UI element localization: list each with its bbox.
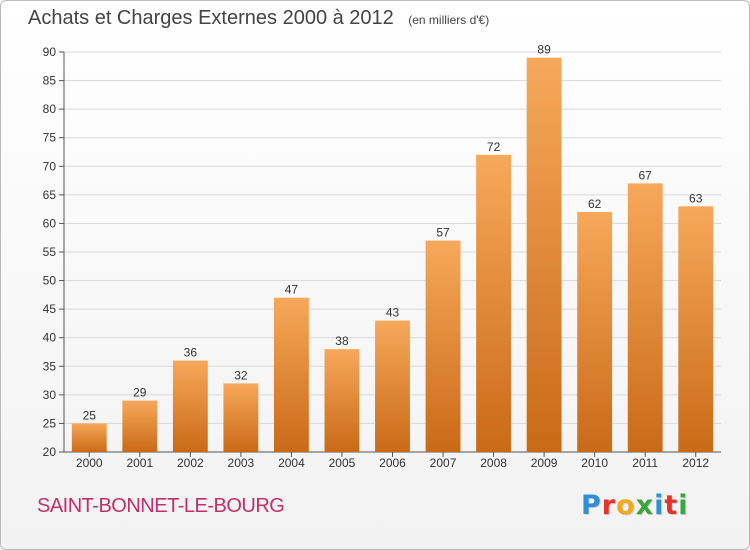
- bar: [71, 423, 107, 452]
- title-text: Achats et Charges Externes 2000 à 2012: [28, 7, 394, 29]
- x-tick-label: 2009: [531, 456, 558, 470]
- bar: [273, 297, 309, 452]
- y-tick-label: 85: [43, 74, 57, 88]
- proxiti-logo: Proxiti: [581, 490, 689, 521]
- data-label: 32: [234, 368, 248, 382]
- bar: [678, 206, 714, 452]
- x-tick-label: 2002: [177, 456, 204, 470]
- x-tick-label: 2012: [682, 456, 709, 470]
- y-tick-label: 35: [43, 359, 57, 373]
- data-label: 47: [285, 283, 299, 297]
- x-tick-label: 2007: [430, 456, 457, 470]
- x-tick-label: 2010: [581, 456, 608, 470]
- data-label: 25: [83, 408, 97, 422]
- x-tick-label: 2011: [632, 456, 658, 470]
- data-label: 38: [335, 334, 349, 348]
- data-label: 63: [689, 191, 703, 205]
- y-tick-label: 25: [43, 416, 57, 430]
- y-tick-label: 80: [43, 102, 57, 116]
- x-tick-label: 2004: [278, 456, 305, 470]
- bar: [627, 183, 663, 452]
- y-tick-label: 50: [43, 274, 57, 288]
- data-label: 29: [133, 386, 147, 400]
- y-tick-label: 55: [43, 245, 57, 259]
- chart-title: Achats et Charges Externes 2000 à 2012 (…: [28, 7, 489, 30]
- x-tick-label: 2006: [379, 456, 406, 470]
- bar: [172, 360, 208, 452]
- bar: [375, 320, 410, 452]
- x-tick-label: 2005: [329, 456, 356, 470]
- data-label: 72: [487, 140, 501, 154]
- y-tick-label: 75: [43, 131, 57, 145]
- bar: [425, 240, 461, 452]
- y-tick-label: 40: [43, 331, 57, 345]
- x-tick-label: 2008: [480, 456, 507, 470]
- x-tick-label: 2003: [228, 456, 255, 470]
- y-tick-label: 45: [43, 302, 57, 316]
- data-label: 89: [537, 43, 551, 57]
- y-tick-label: 60: [43, 216, 57, 230]
- commune-name: SAINT-BONNET-LE-BOURG: [37, 495, 285, 517]
- data-label: 67: [639, 168, 653, 182]
- y-tick-label: 70: [43, 159, 57, 173]
- x-tick-label: 2000: [76, 456, 103, 470]
- data-label: 62: [588, 197, 602, 211]
- data-label: 43: [386, 306, 400, 320]
- y-tick-label: 65: [43, 188, 57, 202]
- x-tick-label: 2001: [126, 456, 153, 470]
- y-tick-label: 30: [43, 388, 57, 402]
- y-tick-label: 90: [43, 45, 57, 59]
- y-tick-label: 20: [43, 445, 57, 459]
- bar: [324, 349, 360, 452]
- data-label: 36: [184, 346, 198, 360]
- bar: [223, 383, 259, 452]
- bar: [476, 154, 512, 452]
- data-label: 57: [436, 226, 450, 240]
- unit-label: (en milliers d'€): [408, 13, 490, 27]
- bar: [577, 212, 613, 452]
- bar: [526, 57, 562, 452]
- bar: [122, 400, 158, 452]
